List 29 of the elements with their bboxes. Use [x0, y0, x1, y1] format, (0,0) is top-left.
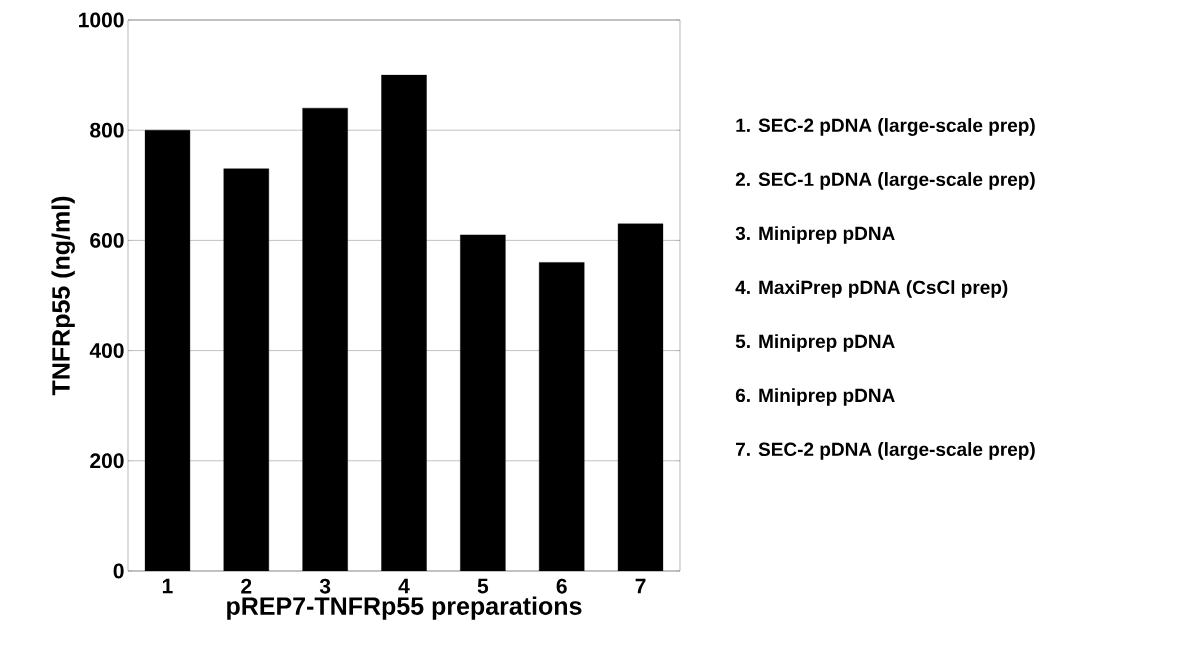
y-tick-label: 1000: [79, 12, 124, 28]
y-tick-label: 400: [89, 343, 124, 359]
bar: [381, 74, 427, 571]
x-tick-label: 6: [556, 578, 567, 594]
bar: [460, 234, 506, 571]
x-tick-label: 5: [477, 578, 489, 594]
x-axis-title: pREP7-TNFRp55 preparations: [227, 596, 582, 620]
text: 4. MaxiPrep pDNA (CsCl prep): [735, 280, 1008, 298]
text: 6. Miniprep pDNA: [735, 388, 895, 406]
text: 7. SEC-2 pDNA (large-scale prep): [736, 442, 1035, 460]
x-tick-label: 1: [162, 578, 173, 594]
text: 1. SEC-2 pDNA (large-scale prep): [736, 118, 1035, 136]
text: 3. Miniprep pDNA: [735, 226, 895, 244]
y-tick-label: 0: [113, 563, 124, 579]
bar: [302, 107, 348, 571]
x-tick-label: 4: [398, 578, 410, 594]
y-axis-title: TNFRp55 (ng/ml): [51, 196, 75, 396]
text: 2. SEC-1 pDNA (large-scale prep): [735, 172, 1035, 190]
bar: [617, 223, 664, 571]
y-tick-label: 200: [90, 453, 124, 469]
y-tick-label: 800: [90, 122, 124, 138]
x-tick-label: 2: [241, 578, 252, 594]
y-tick-label: 600: [90, 232, 124, 248]
x-tick-label: 3: [319, 578, 331, 594]
bar: [144, 129, 191, 571]
x-tick-label: 7: [635, 578, 646, 594]
bar: [223, 168, 269, 571]
text: 5. Miniprep pDNA: [735, 334, 895, 352]
bar: [539, 262, 585, 571]
